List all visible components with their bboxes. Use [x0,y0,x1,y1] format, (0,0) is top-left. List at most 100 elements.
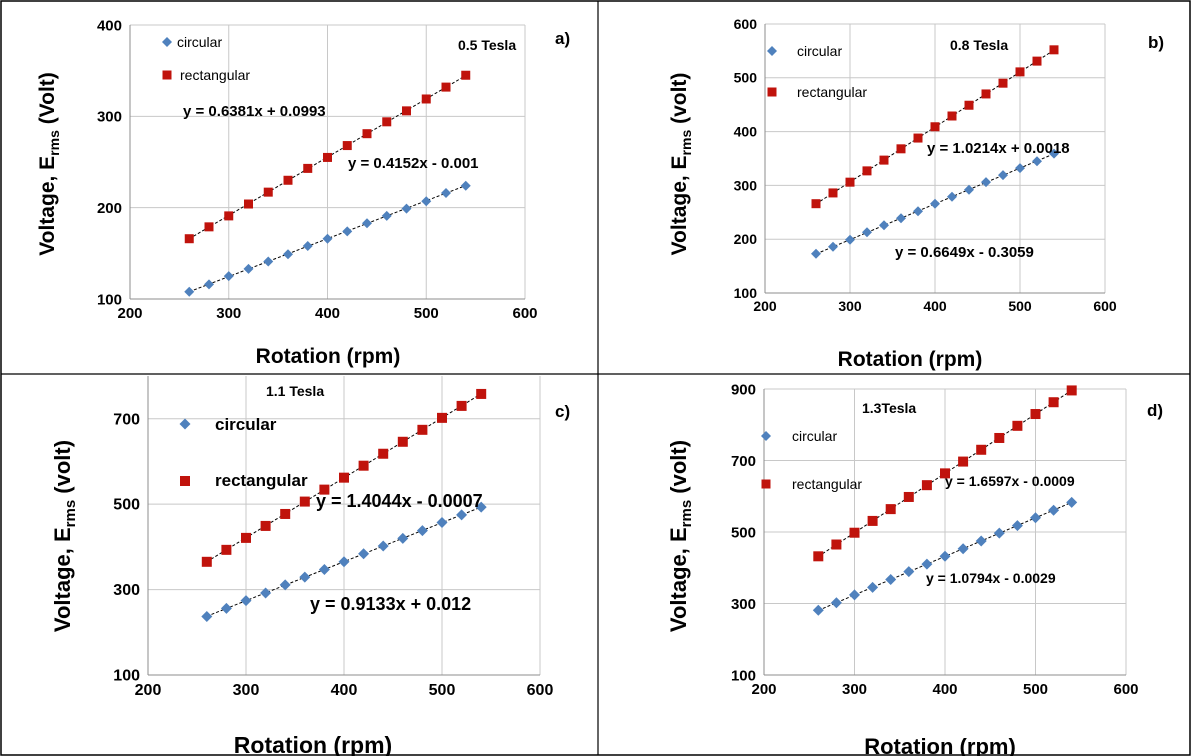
y-tick-label: 300 [734,177,758,193]
gridlines [764,23,1106,294]
y-axis-title-main: Voltage, E [36,156,59,256]
x-axis-title: Rotation (rpm) [256,345,401,368]
legend-label-rectangular: rectangular [180,67,250,83]
data-point-rectangular [397,436,408,447]
data-point-circular [957,543,969,555]
data-point-rectangular [339,472,349,483]
y-axis-title: Voltage, Erms (volt) [50,440,79,632]
data-point-circular [377,540,389,552]
data-point-rectangular [862,166,872,176]
legend-marker-circular [162,37,172,47]
field-annotation: 0.5 Tesla [458,37,516,53]
data-point-circular [243,263,254,274]
data-point-rectangular [260,520,271,531]
field-annotation: 1.3Tesla [862,400,916,416]
y-tick-label: 200 [97,200,122,217]
y-axis-title: Voltage, Erms (volt) [666,440,695,632]
x-tick-label: 600 [1093,298,1117,314]
data-point-rectangular [299,496,310,507]
y-tick-label: 700 [113,411,140,428]
data-point-rectangular [441,82,451,92]
y-tick-label: 100 [113,668,140,685]
data-point-circular [318,563,330,575]
x-tick-label: 300 [216,305,241,322]
x-tick-label: 500 [1008,298,1032,314]
data-point-circular [975,535,987,547]
x-tick-label: 200 [135,682,162,699]
legend-marker-rectangular [767,87,777,97]
data-point-circular [302,241,313,252]
panel-label: c) [555,402,570,421]
legend-marker-rectangular [180,476,190,486]
x-tick-label: 200 [117,305,142,322]
x-tick-label: 600 [527,682,554,699]
data-point-rectangular [382,117,392,127]
y-tick-label: 400 [734,124,758,140]
data-point-circular [441,188,451,199]
trendline-equation-rectangular: y = 1.6597x - 0.0009 [945,473,1075,489]
y-tick-label: 300 [731,596,756,613]
data-point-circular [862,227,872,238]
data-point-rectangular [476,388,487,399]
panel-label: d) [1147,401,1163,420]
data-point-circular [964,184,974,195]
data-point-circular [421,196,432,207]
trendline-equation-rectangular: y = 1.4044x - 0.0007 [316,491,483,511]
trendline-equation-rectangular: y = 0.6381x + 0.0993 [183,103,326,120]
data-point-rectangular [1048,397,1059,408]
y-tick-label: 600 [734,16,758,32]
y-axis-title-main: Voltage, E [666,527,691,632]
panel-label: b) [1148,33,1164,52]
data-point-circular [828,241,838,252]
data-point-rectangular [358,460,369,471]
data-point-rectangular [994,432,1005,443]
data-markers [201,388,487,622]
legend-marker-circular [767,46,777,56]
x-tick-label: 400 [315,305,340,322]
data-point-rectangular [879,155,889,165]
y-tick-label: 500 [734,70,758,86]
data-point-circular [381,210,392,221]
data-point-circular [830,597,842,609]
data-point-rectangular [263,187,273,197]
data-point-rectangular [845,177,855,187]
data-point-circular [204,279,214,290]
data-point-rectangular [940,468,950,479]
data-point-rectangular [1012,420,1023,431]
data-point-circular [1015,163,1025,174]
x-tick-label: 200 [751,681,776,698]
data-point-circular [1030,512,1041,524]
data-point-rectangular [1049,45,1059,55]
legend-marker-circular [761,431,771,441]
data-point-rectangular [831,539,842,550]
x-axis-title: Rotation (rpm) [234,732,392,756]
data-point-circular [322,233,333,244]
data-point-circular [849,589,860,601]
data-point-rectangular [998,78,1008,88]
trendline-equation-circular: y = 0.4152x - 0.001 [348,155,479,172]
data-point-rectangular [813,551,824,562]
tick-labels: 200 300 400 500 600 100 300 500 700 900 [731,381,1139,698]
data-point-rectangular [849,527,860,538]
data-point-rectangular [921,480,932,491]
data-point-circular [263,256,274,267]
data-point-circular [867,581,879,593]
data-point-rectangular [976,444,987,455]
data-point-rectangular [303,163,313,173]
data-point-rectangular [461,70,471,80]
data-point-circular [475,501,487,513]
data-point-rectangular [241,532,251,543]
x-tick-label: 300 [842,681,867,698]
panel-c: 200 300 400 500 600 100 300 500 700 c) 1.1 Tesla… [50,376,570,756]
data-point-circular [812,604,824,616]
y-axis-title-unit: (Volt) [36,72,59,130]
data-point-circular [981,177,991,188]
data-point-rectangular [283,175,293,185]
x-tick-label: 400 [932,681,957,698]
data-point-rectangular [828,188,838,198]
